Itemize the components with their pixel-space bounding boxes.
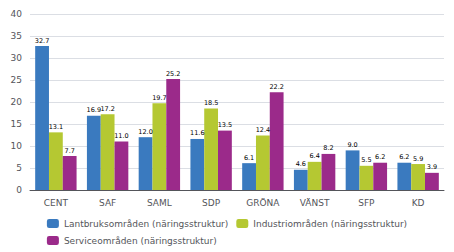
- svg-text:13.1: 13.1: [49, 123, 63, 131]
- svg-text:8.2: 8.2: [323, 144, 333, 152]
- svg-text:5: 5: [16, 163, 22, 173]
- svg-text:25: 25: [11, 75, 22, 85]
- svg-text:16.9: 16.9: [87, 106, 101, 114]
- svg-text:0: 0: [16, 185, 22, 195]
- svg-text:5.5: 5.5: [361, 156, 371, 164]
- svg-text:32.7: 32.7: [35, 37, 49, 45]
- svg-text:SDP: SDP: [202, 198, 221, 208]
- svg-text:7.7: 7.7: [65, 147, 75, 155]
- svg-text:12.4: 12.4: [256, 126, 270, 134]
- svg-text:4.6: 4.6: [296, 160, 306, 168]
- svg-text:12.0: 12.0: [138, 128, 152, 136]
- svg-text:SFP: SFP: [358, 198, 375, 208]
- svg-text:KD: KD: [412, 198, 425, 208]
- svg-text:9.0: 9.0: [347, 141, 357, 149]
- svg-text:10: 10: [11, 141, 23, 151]
- svg-text:15: 15: [11, 119, 22, 129]
- svg-text:25.2: 25.2: [166, 70, 180, 78]
- svg-text:SAML: SAML: [147, 198, 172, 208]
- svg-text:11.0: 11.0: [114, 132, 128, 140]
- svg-text:3.9: 3.9: [427, 163, 437, 171]
- svg-text:Serviceområden (näringsstruktu: Serviceområden (näringsstruktur): [64, 236, 217, 246]
- svg-text:6.2: 6.2: [375, 153, 385, 161]
- svg-text:35: 35: [11, 31, 22, 41]
- svg-text:19.7: 19.7: [152, 94, 166, 102]
- svg-text:20: 20: [11, 97, 23, 107]
- svg-text:VÄNST: VÄNST: [300, 198, 330, 208]
- svg-text:13.5: 13.5: [218, 121, 232, 129]
- svg-text:6.2: 6.2: [399, 153, 409, 161]
- svg-text:6.1: 6.1: [244, 154, 254, 162]
- svg-text:5.9: 5.9: [413, 155, 423, 163]
- svg-text:SAF: SAF: [99, 198, 116, 208]
- svg-text:22.2: 22.2: [269, 83, 283, 91]
- svg-text:18.5: 18.5: [204, 99, 218, 107]
- svg-text:CENT: CENT: [44, 198, 69, 208]
- svg-text:30: 30: [11, 53, 23, 63]
- svg-text:Lantbruksområden (näringsstruk: Lantbruksområden (näringsstruktur): [64, 219, 228, 229]
- svg-text:11.6: 11.6: [190, 129, 204, 137]
- svg-text:6.4: 6.4: [309, 152, 319, 160]
- svg-text:40: 40: [11, 9, 23, 19]
- svg-text:GRÖNA: GRÖNA: [246, 198, 280, 208]
- svg-text:17.2: 17.2: [100, 105, 114, 113]
- svg-text:Industriområden (näringsstrukt: Industriområden (näringsstruktur): [253, 219, 407, 229]
